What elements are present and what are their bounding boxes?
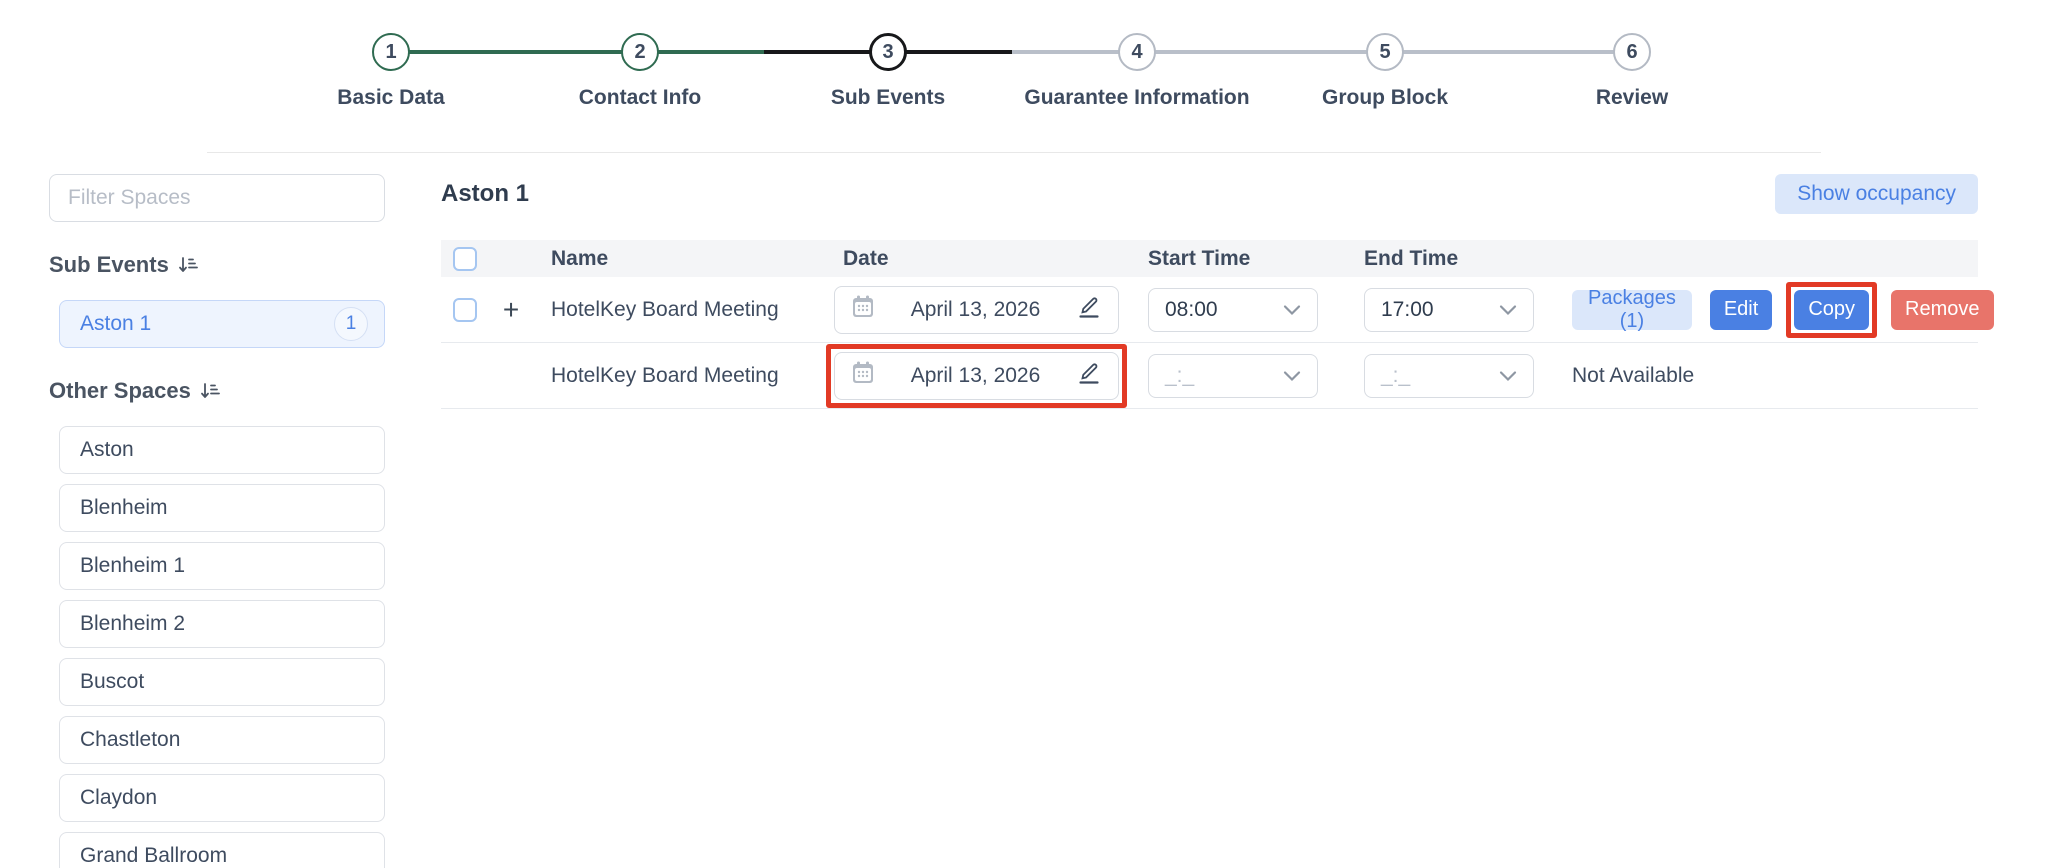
sidebar-item-blenheim[interactable]: Blenheim bbox=[59, 484, 385, 532]
row-actions: Packages (1) Edit Copy Remove bbox=[1572, 281, 1994, 338]
space-name: Blenheim 1 bbox=[80, 554, 186, 577]
row-checkbox[interactable] bbox=[453, 297, 477, 322]
chevron-down-icon bbox=[1499, 298, 1517, 322]
plus-icon[interactable]: + bbox=[502, 293, 520, 325]
filter-spaces-input[interactable] bbox=[49, 174, 385, 222]
sidebar-item-blenheim-1[interactable]: Blenheim 1 bbox=[59, 542, 385, 590]
sub-events-title-text: Sub Events bbox=[49, 252, 169, 277]
spaces-sidebar: Sub Events Aston 1 1 Other Spaces Aston bbox=[49, 174, 385, 868]
step-connector bbox=[1403, 50, 1614, 54]
space-name: Claydon bbox=[80, 786, 158, 809]
sidebar-item-aston[interactable]: Aston bbox=[59, 426, 385, 474]
end-time-value: 17:00 bbox=[1381, 297, 1434, 321]
remove-button[interactable]: Remove bbox=[1891, 289, 1994, 330]
step-connector bbox=[1012, 50, 1119, 54]
pencil-icon[interactable] bbox=[1076, 360, 1102, 392]
step-circle-review[interactable]: 6 bbox=[1613, 33, 1651, 71]
chevron-down-icon bbox=[1283, 364, 1301, 388]
step-circle-sub-events[interactable]: 3 bbox=[869, 33, 907, 71]
step-connector bbox=[409, 50, 622, 54]
step-connector bbox=[764, 50, 870, 54]
step-connector bbox=[658, 50, 764, 54]
step-label-guarantee-information: Guarantee Information bbox=[1024, 86, 1250, 109]
space-name: Aston 1 bbox=[80, 312, 152, 335]
date-value: April 13, 2026 bbox=[910, 363, 1041, 387]
table-row: + HotelKey Board Meeting bbox=[441, 277, 1994, 343]
column-header-name: Name bbox=[551, 246, 609, 270]
date-picker-field[interactable]: April 13, 2026 bbox=[834, 285, 1119, 334]
step-circle-contact-info[interactable]: 2 bbox=[621, 33, 659, 71]
end-time-select[interactable]: _:_ bbox=[1364, 353, 1534, 398]
end-time-select[interactable]: 17:00 bbox=[1364, 287, 1534, 332]
step-number: 2 bbox=[634, 40, 646, 63]
table-header-row: Name Date Start Time End Time bbox=[441, 240, 1978, 277]
panel-header: Aston 1 Show occupancy bbox=[441, 174, 1978, 240]
sub-events-panel: Aston 1 Show occupancy Name Date Start T… bbox=[441, 174, 1994, 409]
end-time-placeholder: _:_ bbox=[1381, 363, 1411, 387]
step-label-basic-data: Basic Data bbox=[337, 86, 445, 109]
step-label-group-block: Group Block bbox=[1321, 86, 1448, 109]
step-circle-basic-data[interactable]: 1 bbox=[372, 33, 410, 71]
sub-events-section-title: Sub Events bbox=[49, 252, 385, 278]
date-value: April 13, 2026 bbox=[910, 297, 1041, 321]
sidebar-item-grand-ballroom[interactable]: Grand Ballroom bbox=[59, 832, 385, 868]
page-title: Aston 1 bbox=[441, 180, 530, 207]
sidebar-item-buscot[interactable]: Buscot bbox=[59, 658, 385, 706]
step-label-sub-events: Sub Events bbox=[830, 86, 946, 109]
availability-status: Not Available bbox=[1572, 363, 1695, 387]
step-connector bbox=[1155, 50, 1367, 54]
annotation-box-date: April 13, 2026 bbox=[826, 343, 1127, 408]
annotation-box-copy: Copy bbox=[1786, 281, 1878, 338]
step-number: 3 bbox=[882, 40, 894, 63]
stepper-divider bbox=[207, 152, 1821, 153]
show-occupancy-button[interactable]: Show occupancy bbox=[1775, 174, 1978, 214]
step-number: 1 bbox=[385, 40, 397, 63]
space-name: Aston bbox=[80, 438, 134, 461]
sidebar-item-aston-1[interactable]: Aston 1 1 bbox=[59, 300, 385, 348]
date-picker-field[interactable]: April 13, 2026 bbox=[834, 351, 1119, 400]
sidebar-item-claydon[interactable]: Claydon bbox=[59, 774, 385, 822]
space-name: Grand Ballroom bbox=[80, 844, 228, 867]
table-row: HotelKey Board Meeting bbox=[441, 343, 1978, 409]
calendar-icon bbox=[851, 360, 875, 392]
start-time-select[interactable]: _:_ bbox=[1148, 353, 1318, 398]
packages-button[interactable]: Packages (1) bbox=[1572, 287, 1692, 332]
space-name: Buscot bbox=[80, 670, 145, 693]
pencil-icon[interactable] bbox=[1076, 294, 1102, 326]
sort-icon[interactable] bbox=[177, 254, 199, 276]
edit-button[interactable]: Edit bbox=[1709, 289, 1773, 330]
step-label-review: Review bbox=[1595, 86, 1669, 109]
start-time-select[interactable]: 08:00 bbox=[1148, 287, 1318, 332]
calendar-icon bbox=[851, 294, 875, 326]
space-name: Blenheim 2 bbox=[80, 612, 186, 635]
step-connector bbox=[906, 50, 1012, 54]
event-name: HotelKey Board Meeting bbox=[551, 297, 779, 321]
column-header-date: Date bbox=[843, 246, 889, 270]
copy-button[interactable]: Copy bbox=[1794, 289, 1870, 330]
sidebar-item-chastleton[interactable]: Chastleton bbox=[59, 716, 385, 764]
event-name: HotelKey Board Meeting bbox=[551, 363, 779, 387]
select-all-checkbox[interactable] bbox=[453, 246, 477, 271]
sidebar-item-blenheim-2[interactable]: Blenheim 2 bbox=[59, 600, 385, 648]
step-label-contact-info: Contact Info bbox=[578, 86, 702, 109]
other-spaces-title-text: Other Spaces bbox=[49, 378, 191, 403]
step-number: 5 bbox=[1379, 40, 1391, 63]
chevron-down-icon bbox=[1499, 364, 1517, 388]
sub-event-count-badge: 1 bbox=[334, 307, 368, 341]
column-header-end-time: End Time bbox=[1364, 246, 1459, 270]
start-time-placeholder: _:_ bbox=[1165, 363, 1195, 387]
sort-icon[interactable] bbox=[199, 380, 221, 402]
step-number: 4 bbox=[1131, 40, 1143, 63]
wizard-stepper: 1 2 3 4 5 6 Basic Data Contact Info Sub … bbox=[0, 0, 2072, 152]
step-circle-group-block[interactable]: 5 bbox=[1366, 33, 1404, 71]
space-name: Blenheim bbox=[80, 496, 168, 519]
chevron-down-icon bbox=[1283, 298, 1301, 322]
other-spaces-section-title: Other Spaces bbox=[49, 378, 385, 404]
step-circle-guarantee-information[interactable]: 4 bbox=[1118, 33, 1156, 71]
space-name: Chastleton bbox=[80, 728, 181, 751]
step-number: 6 bbox=[1626, 40, 1638, 63]
column-header-start-time: Start Time bbox=[1148, 246, 1251, 270]
start-time-value: 08:00 bbox=[1165, 297, 1218, 321]
